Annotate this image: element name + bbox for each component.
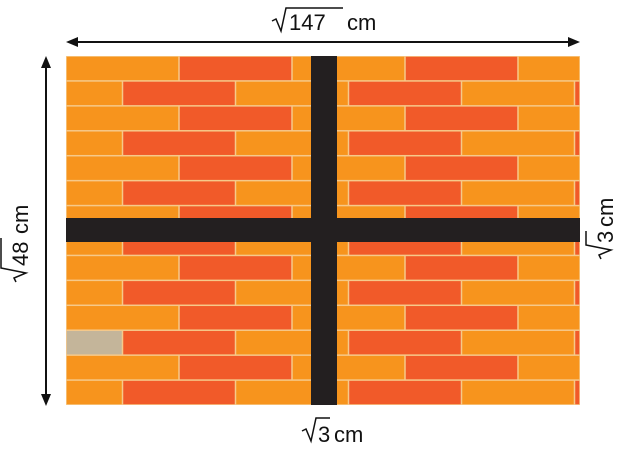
brick [575,81,580,106]
bottom-label-number: 3 [318,422,330,447]
brick [123,380,235,405]
radical-sign [585,231,614,260]
brick [575,281,580,305]
brick [123,281,235,305]
brick [292,106,405,131]
brick [66,355,179,380]
bottom-label: 3 cm [301,417,363,447]
brick [405,56,518,81]
brick [349,330,461,355]
brick [66,306,179,330]
top-label: 147 cm [271,7,376,35]
brick [462,131,574,155]
brick [66,106,179,131]
radical-sign [0,238,29,283]
brick [518,355,580,380]
brick [66,380,122,405]
left-label-unit: cm [8,205,33,234]
brick [66,281,122,305]
right-label-number: 3 [593,231,618,243]
brick [66,181,122,205]
brick [66,81,122,106]
brick [349,380,461,405]
brick [292,355,405,380]
brick [66,131,122,155]
brick [462,181,574,205]
brick [123,330,235,355]
brick [405,306,518,330]
brick [292,256,405,280]
brick [349,181,461,205]
brick [462,380,574,405]
right-label-unit: cm [593,198,618,227]
brick [179,106,292,131]
brick [179,306,292,330]
left-label-number: 48 [8,242,33,266]
brick [292,56,405,81]
brick [518,306,580,330]
brick [462,330,574,355]
top-label-number: 147 [289,10,326,35]
brick [405,106,518,131]
top-label-unit: cm [347,10,376,35]
left-label: 48 cm [0,205,33,283]
brick [179,256,292,280]
brick [292,156,405,180]
brick [123,81,235,106]
radical-sign [301,417,330,444]
right-label: 3 cm [585,198,618,260]
brick [66,330,122,355]
left-dimension-arrow [41,56,51,406]
brick [405,256,518,280]
radical-sign [271,7,343,34]
brick [179,56,292,81]
brick [462,81,574,106]
brick [66,256,179,280]
brick [518,256,580,280]
brick [575,330,580,355]
brick [575,380,580,405]
brick [123,181,235,205]
brick [349,131,461,155]
brick [349,81,461,106]
brick [575,131,580,155]
brick [179,355,292,380]
bottom-label-unit: cm [334,422,363,447]
brick [518,56,580,81]
top-dimension-arrow [66,37,580,47]
brick [292,306,405,330]
brick [66,56,179,81]
horizontal-strip [66,218,580,242]
brick [66,156,179,180]
brick [405,355,518,380]
brick [179,156,292,180]
brick [575,181,580,205]
brick [518,156,580,180]
brick [349,281,461,305]
brick [462,281,574,305]
brick [575,231,580,255]
brick [405,156,518,180]
brick [518,106,580,131]
brick [123,131,235,155]
